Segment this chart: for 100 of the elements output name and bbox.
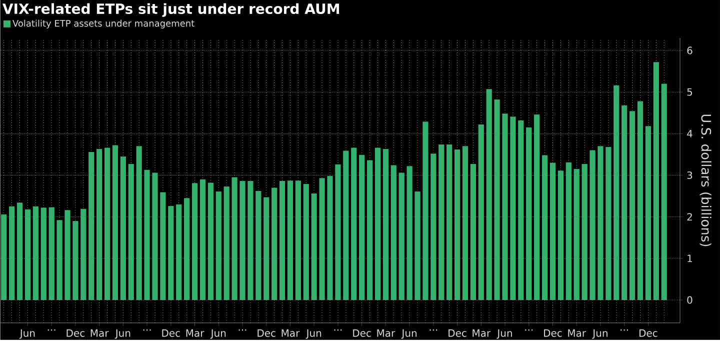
x-tick-label: Jun xyxy=(19,329,35,339)
chart-title: VIX-related ETPs sit just under record AUM xyxy=(2,3,340,17)
x-tick-label: Dec xyxy=(353,329,371,337)
bar xyxy=(16,202,23,300)
x-tick-label: Dec xyxy=(66,329,84,337)
bar xyxy=(582,164,588,300)
bar xyxy=(232,177,238,300)
bar xyxy=(494,100,500,300)
bar xyxy=(104,148,110,300)
bar xyxy=(390,165,396,300)
x-tick-label: Mar xyxy=(472,329,491,337)
bar xyxy=(526,127,532,300)
bar xyxy=(48,207,54,300)
bar xyxy=(590,150,596,300)
x-tick-label: ... xyxy=(143,329,151,331)
bar xyxy=(335,164,341,300)
legend-label: Volatility ETP assets under management xyxy=(12,20,194,28)
bar xyxy=(653,62,659,300)
bar xyxy=(406,166,412,300)
bar xyxy=(287,180,294,300)
x-tick-label: ... xyxy=(620,329,628,331)
bar xyxy=(319,178,325,300)
x-tick-label: Dec xyxy=(162,329,180,337)
x-tick-label: Jun xyxy=(114,329,130,339)
bar xyxy=(502,114,508,300)
bar xyxy=(614,85,620,300)
x-tick-label: Jun xyxy=(401,329,417,339)
bar xyxy=(629,111,636,300)
bar xyxy=(144,170,150,300)
x-tick-label: ... xyxy=(525,329,533,331)
x-tick-label: Dec xyxy=(448,329,466,337)
bar xyxy=(518,120,524,300)
bar xyxy=(558,170,564,300)
y-tick-label: 6 xyxy=(687,46,692,54)
bar xyxy=(510,116,516,300)
bar xyxy=(374,148,381,300)
bar xyxy=(661,84,667,300)
y-axis-title: U.S. dollars (billions) xyxy=(700,114,712,246)
bar xyxy=(120,156,126,300)
bar xyxy=(470,164,476,300)
bar xyxy=(462,146,468,300)
bar xyxy=(295,180,301,300)
x-tick-label: ... xyxy=(334,329,342,331)
bar xyxy=(184,198,190,300)
bar xyxy=(240,181,246,300)
bar xyxy=(88,152,94,300)
bar xyxy=(256,191,262,300)
bar xyxy=(200,179,206,300)
x-tick-label: Mar xyxy=(90,329,109,337)
bar xyxy=(637,101,644,300)
bar xyxy=(366,160,373,300)
x-tick-label: Mar xyxy=(186,329,204,337)
bar xyxy=(574,168,580,300)
bar xyxy=(398,172,404,300)
bar xyxy=(208,182,214,300)
bar xyxy=(72,220,78,300)
bar xyxy=(645,126,651,300)
y-tick-label: 2 xyxy=(687,213,692,221)
bar xyxy=(192,183,198,300)
x-tick-label: ... xyxy=(48,329,56,331)
bar xyxy=(438,144,444,300)
bar xyxy=(56,220,62,300)
bar xyxy=(279,181,286,300)
x-tick-label: Dec xyxy=(544,329,562,337)
x-tick-label: ... xyxy=(238,329,246,331)
bar xyxy=(40,208,46,300)
bar xyxy=(112,145,118,300)
bar xyxy=(96,149,102,300)
bar xyxy=(216,191,222,300)
bar xyxy=(422,122,428,300)
bar xyxy=(534,114,540,300)
bar xyxy=(160,192,166,300)
bar xyxy=(486,89,492,300)
bar xyxy=(343,150,349,300)
bar xyxy=(598,146,604,300)
bar xyxy=(264,197,270,300)
bar xyxy=(24,209,30,300)
bar xyxy=(382,149,388,300)
y-tick-label: 3 xyxy=(687,171,692,179)
bar xyxy=(8,206,15,300)
bar xyxy=(359,154,365,300)
x-tick-label: Jun xyxy=(306,329,322,339)
bar xyxy=(128,164,134,300)
x-tick-label: Jun xyxy=(496,329,512,339)
bar xyxy=(168,206,174,300)
y-tick-label: 0 xyxy=(687,296,692,304)
y-tick-label: 5 xyxy=(687,88,692,96)
x-tick-label: Jun xyxy=(210,329,226,339)
x-tick-label: Mar xyxy=(568,329,586,337)
bar xyxy=(454,149,460,300)
bar xyxy=(224,186,230,300)
bar xyxy=(542,155,548,300)
bar xyxy=(32,206,38,300)
bar xyxy=(80,208,86,300)
bar xyxy=(414,191,420,300)
bar xyxy=(566,162,572,300)
bar xyxy=(430,154,436,300)
bar xyxy=(606,146,612,300)
bar xyxy=(550,162,556,300)
bar xyxy=(64,210,70,300)
